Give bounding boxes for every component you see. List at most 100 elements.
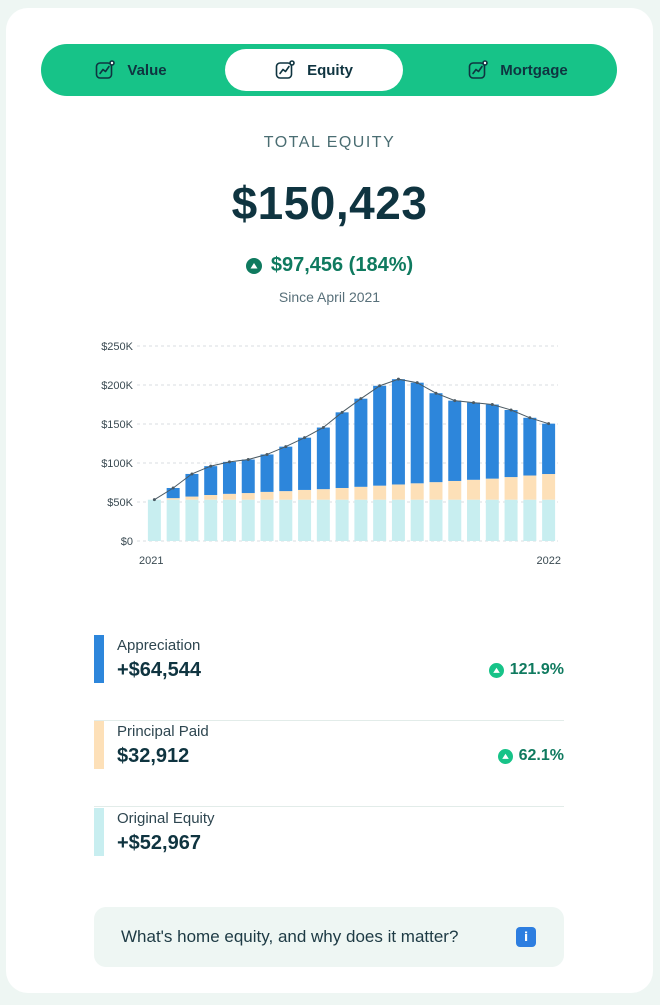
bar-appreciation — [467, 402, 481, 480]
bar-original-equity — [410, 499, 424, 541]
tab-value[interactable]: Value — [47, 49, 215, 91]
bar-principal-paid — [335, 487, 349, 500]
home-equity-info-button[interactable]: What's home equity, and why does it matt… — [94, 907, 564, 967]
arrow-up-icon — [497, 748, 513, 764]
bar-principal-paid — [485, 478, 499, 500]
bar-appreciation — [410, 382, 424, 484]
bar-principal-paid — [166, 498, 180, 500]
bar-original-equity — [448, 499, 462, 541]
total-equity-label: TOTAL EQUITY — [263, 134, 396, 151]
total-point — [171, 486, 175, 490]
bar-appreciation — [222, 461, 236, 494]
bar-appreciation — [298, 437, 312, 490]
total-point — [321, 426, 325, 430]
breakdown-percent: 121.9% — [488, 661, 564, 679]
since-date: Since April 2021 — [278, 289, 381, 305]
total-point — [453, 399, 457, 403]
bar-appreciation — [316, 427, 330, 490]
info-icon: i — [516, 927, 536, 947]
bar-original-equity — [335, 499, 349, 541]
total-point — [340, 410, 344, 414]
bar-principal-paid — [467, 479, 481, 500]
total-point — [190, 472, 194, 476]
tab-mortgage[interactable]: Mortgage — [425, 49, 611, 91]
bar-appreciation — [241, 459, 255, 494]
bar-principal-paid — [185, 496, 199, 500]
bar-principal-paid — [279, 491, 293, 500]
bar-appreciation — [523, 417, 537, 476]
info-text: What's home equity, and why does it matt… — [121, 927, 459, 946]
bar-original-equity — [298, 499, 312, 541]
bar-principal-paid — [222, 493, 236, 500]
breakdown-label: Principal Paid — [117, 723, 209, 740]
divider — [94, 720, 564, 721]
bar-original-equity — [504, 499, 518, 541]
total-equity-value: $150,423 — [231, 177, 428, 229]
view-tabs: Value Equity Mortgage — [41, 44, 617, 96]
y-tick-label: $200K — [101, 380, 133, 392]
bar-principal-paid — [448, 480, 462, 500]
bar-original-equity — [373, 499, 387, 541]
equity-change-value: $97,456 (184%) — [270, 254, 414, 276]
total-point — [490, 403, 494, 407]
y-tick-label: $0 — [121, 536, 133, 548]
bar-appreciation — [485, 404, 499, 479]
tab-mortgage-label: Mortgage — [500, 61, 568, 79]
breakdown-amount: $32,912 — [117, 745, 190, 767]
bar-original-equity — [485, 499, 499, 541]
bar-original-equity — [260, 499, 274, 541]
bar-original-equity — [185, 499, 199, 541]
bar-appreciation — [335, 412, 349, 488]
bar-principal-paid — [391, 484, 405, 500]
x-tick-label: 2022 — [537, 555, 561, 567]
tab-equity-label: Equity — [307, 61, 353, 79]
bar-appreciation — [373, 385, 387, 486]
equity-card: Value Equity Mortgage TOTAL EQUITY $150,… — [6, 8, 653, 993]
arrow-up-icon — [245, 257, 262, 274]
total-point — [415, 381, 419, 385]
total-point — [227, 460, 231, 464]
total-point — [528, 416, 532, 420]
bar-principal-paid — [241, 493, 255, 500]
bar-original-equity — [222, 499, 236, 541]
chart-line-icon — [96, 60, 116, 79]
bar-principal-paid — [260, 491, 274, 500]
total-point — [265, 452, 269, 456]
total-point — [396, 377, 400, 381]
bar-original-equity — [316, 499, 330, 541]
tab-equity[interactable]: Equity — [225, 49, 403, 91]
chart-line-icon — [468, 60, 489, 79]
bar-original-equity — [542, 499, 556, 541]
breakdown-label: Original Equity — [117, 810, 215, 827]
breakdown-principal-paid: Principal Paid $32,912 62.1% — [94, 721, 564, 807]
equity-chart: $0 $50K $100K $150K $200K $250K 2021 2022 — [101, 341, 561, 567]
total-point — [303, 436, 307, 440]
original-color-bar — [94, 808, 104, 856]
total-point — [246, 458, 250, 462]
appreciation-color-bar — [94, 635, 104, 683]
bar-original-equity — [523, 499, 537, 541]
bar-appreciation — [354, 398, 368, 487]
bar-appreciation — [542, 423, 556, 475]
breakdown-original-equity: Original Equity +$52,967 — [94, 808, 564, 894]
bar-original-equity — [147, 499, 161, 541]
bar-appreciation — [279, 446, 293, 492]
breakdown-amount: +$64,544 — [117, 659, 201, 681]
breakdown-amount: +$52,967 — [117, 832, 201, 854]
arrow-up-icon — [488, 662, 504, 678]
divider — [94, 806, 564, 807]
bar-original-equity — [391, 499, 405, 541]
tab-value-label: Value — [127, 61, 167, 79]
y-tick-label: $250K — [101, 341, 133, 353]
x-tick-label: 2021 — [139, 555, 163, 567]
bar-principal-paid — [298, 489, 312, 500]
y-tick-label: $100K — [101, 458, 133, 470]
chart-line-icon — [275, 60, 295, 79]
y-tick-label: $150K — [101, 419, 133, 431]
bar-appreciation — [166, 487, 180, 499]
bar-principal-paid — [504, 477, 518, 500]
bar-original-equity — [467, 499, 481, 541]
bar-appreciation — [185, 473, 199, 497]
bar-principal-paid — [354, 486, 368, 500]
bar-principal-paid — [542, 474, 556, 500]
